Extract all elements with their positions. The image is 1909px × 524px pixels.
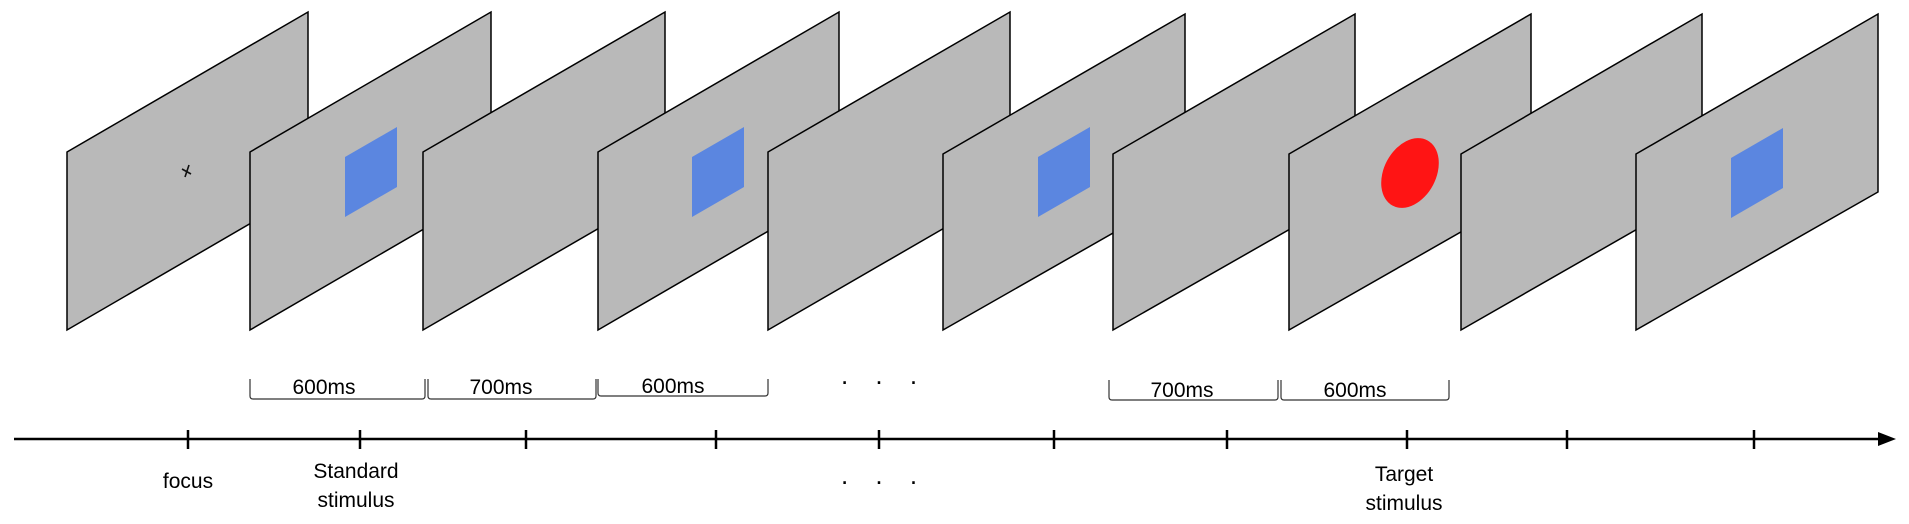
duration-bracket: 700ms: [427, 376, 597, 400]
panel-target: [1288, 12, 1532, 332]
duration-label: 700ms: [469, 376, 532, 399]
panel-standard-4: [1635, 12, 1879, 332]
duration-bracket: 600ms: [249, 376, 426, 400]
target-stimulus-label-line2: stimulus: [1365, 492, 1442, 515]
standard-square-stimulus: [692, 127, 744, 217]
panel-standard-3: [942, 12, 1186, 332]
duration-bracket: 700ms: [1108, 379, 1279, 402]
duration-bracket: 600ms: [1280, 379, 1450, 402]
ellipsis-top: . . .: [841, 360, 927, 390]
stimulus-panels: [66, 10, 1879, 332]
duration-label: 700ms: [1150, 379, 1213, 402]
standard-square-stimulus: [1731, 128, 1783, 218]
target-stimulus-label-line1: Target: [1375, 463, 1434, 486]
standard-square-stimulus: [345, 127, 397, 217]
fixation-cross-icon: [181, 164, 192, 178]
arrow-right-icon: [1878, 432, 1896, 446]
axis-ticks: [186, 430, 1756, 449]
standard-square-stimulus: [1038, 127, 1090, 217]
focus-label: focus: [163, 470, 213, 493]
standard-stimulus-label-line2: stimulus: [317, 489, 394, 512]
ellipsis-bottom: . . .: [841, 460, 927, 490]
duration-label: 600ms: [292, 376, 355, 399]
time-axis: focus Standard stimulus . . . Target sti…: [14, 430, 1896, 515]
standard-stimulus-label-line1: Standard: [313, 460, 398, 483]
duration-brackets: 600ms 700ms 600ms 700ms 600ms . . .: [249, 360, 1450, 402]
duration-label: 600ms: [1323, 379, 1386, 402]
duration-label: 600ms: [641, 375, 704, 398]
target-circle-stimulus: [1381, 138, 1439, 208]
duration-bracket: 600ms: [597, 375, 769, 398]
